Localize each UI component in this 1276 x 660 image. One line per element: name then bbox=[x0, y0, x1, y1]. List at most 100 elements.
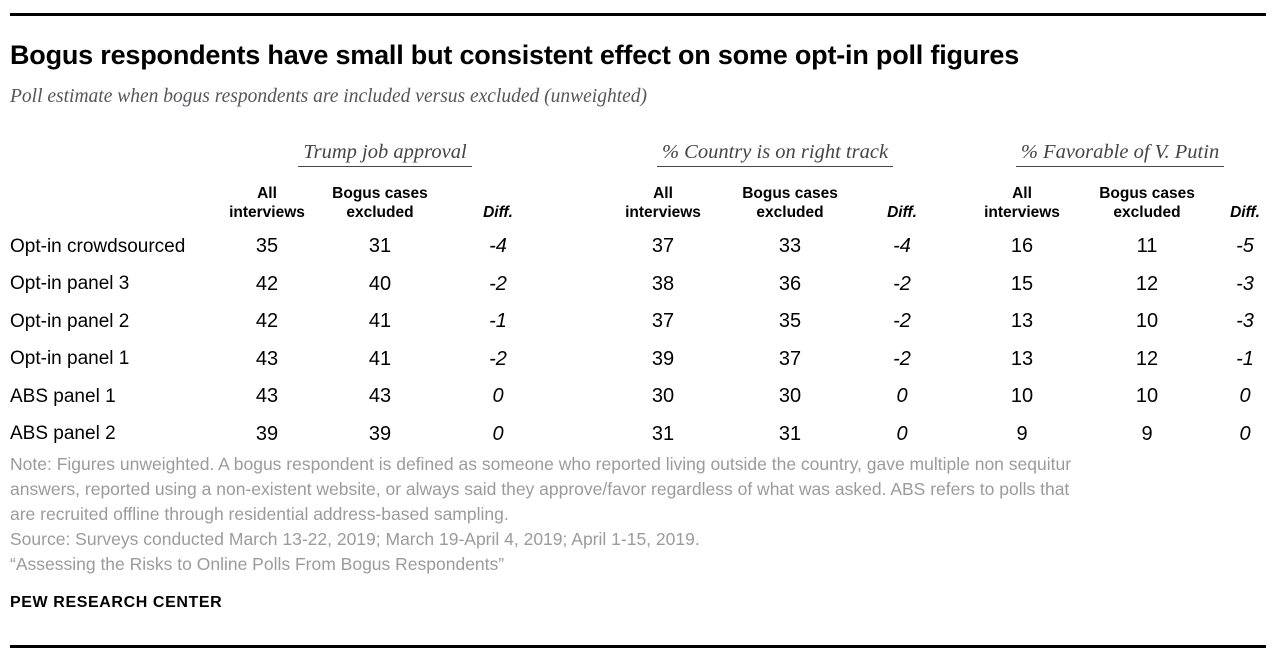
table-head: Trump job approval % Country is on right… bbox=[10, 130, 1273, 228]
diff-cell: -1 bbox=[1236, 347, 1254, 370]
diff-cell: -3 bbox=[1236, 310, 1254, 333]
value-cell: 39 bbox=[368, 422, 392, 445]
value-cell: 41 bbox=[368, 347, 392, 370]
pew-research-center-logo: PEW RESEARCH CENTER bbox=[10, 594, 223, 611]
diff-cell: 0 bbox=[492, 385, 504, 408]
diff-cell: -1 bbox=[489, 310, 507, 333]
value-cell: 38 bbox=[651, 272, 675, 295]
table-row: Opt-in panel 2 42 41 -1 37 35 -2 13 10 -… bbox=[10, 303, 1273, 341]
diff-cell: -4 bbox=[489, 235, 507, 258]
col-header-bogus-excluded: Bogus cases excluded bbox=[742, 185, 838, 221]
group-gap bbox=[942, 303, 967, 341]
corner-cell bbox=[10, 130, 220, 178]
diff-cell: 0 bbox=[1239, 385, 1251, 408]
group-header-row: Trump job approval % Country is on right… bbox=[10, 130, 1273, 178]
row-label: Opt-in panel 1 bbox=[10, 348, 130, 370]
group-gap bbox=[550, 303, 608, 341]
group-gap bbox=[550, 266, 608, 304]
value-cell: 10 bbox=[1135, 310, 1159, 333]
group-gap bbox=[942, 130, 967, 178]
value-cell: 33 bbox=[778, 235, 802, 258]
diff-cell: -5 bbox=[1236, 235, 1254, 258]
value-cell: 37 bbox=[778, 347, 802, 370]
row-label: Opt-in panel 2 bbox=[10, 310, 130, 332]
group-header-right-track: % Country is on right track bbox=[656, 141, 894, 167]
value-cell: 11 bbox=[1136, 235, 1158, 258]
value-cell: 43 bbox=[255, 347, 279, 370]
value-cell: 39 bbox=[255, 422, 279, 445]
diff-cell: -3 bbox=[1236, 272, 1254, 295]
table-row: Opt-in panel 1 43 41 -2 39 37 -2 13 12 -… bbox=[10, 341, 1273, 379]
page-subtitle: Poll estimate when bogus respondents are… bbox=[10, 86, 648, 107]
page-title: Bogus respondents have small but consist… bbox=[10, 40, 1020, 70]
diff-cell: 0 bbox=[896, 385, 908, 408]
diff-cell: -2 bbox=[893, 272, 911, 295]
col-header-bogus-excluded: Bogus cases excluded bbox=[332, 185, 428, 221]
footnotes: Note: Figures unweighted. A bogus respon… bbox=[10, 452, 1266, 577]
row-label: ABS panel 1 bbox=[10, 385, 116, 407]
col-header-all-interviews: All interviews bbox=[984, 185, 1060, 221]
value-cell: 42 bbox=[255, 310, 279, 333]
value-cell: 42 bbox=[255, 272, 279, 295]
top-rule bbox=[10, 13, 1266, 16]
diff-cell: -2 bbox=[489, 272, 507, 295]
value-cell: 43 bbox=[368, 385, 392, 408]
value-cell: 39 bbox=[651, 347, 675, 370]
group-header-putin-favorable: % Favorable of V. Putin bbox=[1015, 141, 1225, 167]
value-cell: 13 bbox=[1010, 310, 1034, 333]
group-header-trump-approval: Trump job approval bbox=[298, 141, 472, 167]
source-line: Source: Surveys conducted March 13-22, 2… bbox=[10, 529, 700, 549]
group-gap bbox=[942, 266, 967, 304]
poll-estimates-table: Trump job approval % Country is on right… bbox=[10, 130, 1273, 453]
value-cell: 13 bbox=[1010, 347, 1034, 370]
diff-cell: -2 bbox=[489, 347, 507, 370]
col-header-diff: Diff. bbox=[1230, 203, 1260, 221]
column-header-row: All interviews Bogus cases excluded Diff… bbox=[10, 178, 1273, 228]
table-row: ABS panel 1 43 43 0 30 30 0 10 10 0 bbox=[10, 378, 1273, 416]
col-header-bogus-excluded: Bogus cases excluded bbox=[1099, 185, 1195, 221]
value-cell: 31 bbox=[368, 235, 392, 258]
col-header-all-interviews: All interviews bbox=[229, 185, 305, 221]
value-cell: 31 bbox=[778, 422, 802, 445]
value-cell: 37 bbox=[651, 310, 675, 333]
value-cell: 31 bbox=[651, 422, 675, 445]
table-row: Opt-in panel 3 42 40 -2 38 36 -2 15 12 -… bbox=[10, 266, 1273, 304]
group-gap bbox=[942, 416, 967, 454]
value-cell: 35 bbox=[255, 235, 279, 258]
diff-cell: -2 bbox=[893, 347, 911, 370]
col-header-diff: Diff. bbox=[887, 203, 917, 221]
group-gap bbox=[550, 178, 608, 228]
diff-cell: 0 bbox=[1239, 422, 1251, 445]
diff-cell: 0 bbox=[492, 422, 504, 445]
group-header-cell: % Favorable of V. Putin bbox=[967, 130, 1273, 178]
group-header-cell: % Country is on right track bbox=[608, 130, 942, 178]
value-cell: 35 bbox=[778, 310, 802, 333]
group-gap bbox=[942, 228, 967, 266]
group-gap bbox=[550, 228, 608, 266]
value-cell: 41 bbox=[368, 310, 392, 333]
col-header-all-interviews: All interviews bbox=[625, 185, 701, 221]
group-gap bbox=[942, 178, 967, 228]
value-cell: 40 bbox=[368, 272, 392, 295]
group-gap bbox=[942, 378, 967, 416]
row-label: ABS panel 2 bbox=[10, 423, 116, 445]
value-cell: 15 bbox=[1010, 272, 1034, 295]
value-cell: 12 bbox=[1135, 347, 1159, 370]
group-gap bbox=[942, 341, 967, 379]
bottom-rule bbox=[10, 645, 1266, 648]
value-cell: 16 bbox=[1010, 235, 1034, 258]
note-line: are recruited offline through residentia… bbox=[10, 504, 509, 524]
value-cell: 9 bbox=[1016, 422, 1028, 445]
value-cell: 30 bbox=[778, 385, 802, 408]
diff-cell: 0 bbox=[896, 422, 908, 445]
group-gap bbox=[550, 416, 608, 454]
table-row: Opt-in crowdsourced 35 31 -4 37 33 -4 16… bbox=[10, 228, 1273, 266]
note-line: answers, reported using a non-existent w… bbox=[10, 479, 1070, 499]
group-gap bbox=[550, 378, 608, 416]
group-gap bbox=[550, 341, 608, 379]
group-header-cell: Trump job approval bbox=[220, 130, 550, 178]
table-body: Opt-in crowdsourced 35 31 -4 37 33 -4 16… bbox=[10, 228, 1273, 453]
corner-cell bbox=[10, 178, 220, 228]
value-cell: 36 bbox=[778, 272, 802, 295]
value-cell: 10 bbox=[1135, 385, 1159, 408]
